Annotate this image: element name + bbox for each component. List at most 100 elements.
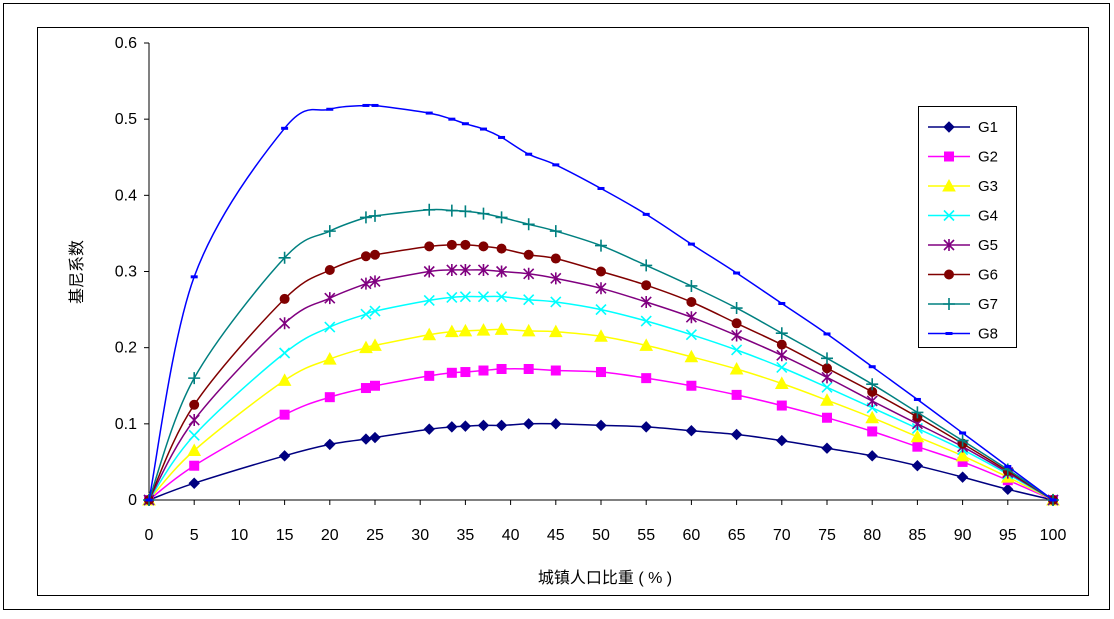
data-point [684,349,699,363]
data-point [360,277,372,290]
data-point [445,204,458,217]
data-point [686,296,697,307]
data-point [778,301,786,305]
legend-label: G2 [978,149,998,166]
legend-item-g5: G5 [928,237,998,254]
data-point [959,431,967,435]
data-point [550,272,562,285]
x-tick-label: 30 [411,527,429,544]
data-point [189,460,200,471]
x-tick-label: 80 [863,527,881,544]
data-point [369,431,381,444]
x-tick-label: 40 [502,527,520,544]
data-point [369,209,381,222]
x-tick-label: 10 [231,527,249,544]
x-tick-label: 50 [592,527,610,544]
data-point [459,205,472,218]
data-point [496,363,507,374]
legend-swatch-marker [942,178,956,192]
data-point [324,438,336,451]
series-g8 [145,103,1057,502]
data-point [495,291,508,303]
chart-area-border [37,27,1089,596]
data-point [550,418,562,430]
data-point [460,239,471,250]
data-point [324,264,335,275]
data-point [188,414,200,427]
data-point [821,371,833,384]
legend-item-g1: G1 [928,119,998,136]
legend: G1 G2 G3 G4 G5 G6 G7 G8 [918,106,1017,348]
data-point [446,367,457,378]
legend-label: G8 [978,326,998,343]
data-point [425,111,433,115]
data-point [279,317,291,330]
data-point [188,372,201,385]
data-point [912,441,923,452]
data-point [324,392,335,403]
data-point [775,327,788,340]
data-point [821,442,833,454]
data-point [496,243,507,254]
data-point [596,367,606,378]
data-point [369,275,381,288]
data-point [423,265,435,278]
data-point [190,275,198,279]
y-tick-label: 0.1 [115,416,137,433]
legend-swatch-marker [943,298,955,310]
legend-swatch-marker [944,151,954,162]
data-point [595,419,607,432]
x-tick-label: 5 [190,527,199,544]
data-point [1002,483,1014,496]
data-point [820,393,834,406]
x-tick-label: 35 [457,527,475,544]
data-point [865,410,880,424]
data-point [774,376,789,389]
data-point [867,426,878,437]
x-tick-label: 70 [773,527,791,544]
data-point [641,373,652,384]
data-point [477,263,490,276]
data-point [821,381,833,393]
data-point [686,380,697,391]
data-point [1049,498,1057,502]
data-point [911,406,924,419]
legend-label: G4 [978,208,998,225]
data-point [461,122,469,126]
legend-swatch-marker [943,121,955,133]
x-tick-label: 55 [637,527,655,544]
data-point [279,347,291,359]
y-tick-label: 0.6 [115,35,137,52]
data-point [324,321,336,333]
data-point [476,323,491,336]
data-point [822,363,832,374]
legend-swatch-marker [945,332,953,335]
y-tick-label: 0.4 [115,187,137,204]
data-point [360,383,371,394]
data-point [423,423,435,435]
data-point [550,296,562,308]
legend-item-g4: G4 [928,208,998,225]
data-point [369,305,381,317]
data-point [522,418,535,430]
data-point [956,434,969,447]
x-tick-label: 100 [1040,527,1067,544]
data-point [596,266,606,277]
data-point [595,239,607,252]
data-point [640,421,652,433]
data-point [281,126,289,130]
data-point [730,302,743,315]
data-point [729,361,744,375]
data-point [278,251,291,264]
data-point [459,291,471,303]
data-point [370,380,380,391]
data-point [477,419,490,432]
data-point [913,397,921,401]
x-tick-label: 85 [909,527,927,544]
data-point [822,412,832,423]
data-point [776,361,788,374]
data-point [956,471,969,483]
legend-item-g2: G2 [928,149,998,166]
data-point [458,323,473,337]
